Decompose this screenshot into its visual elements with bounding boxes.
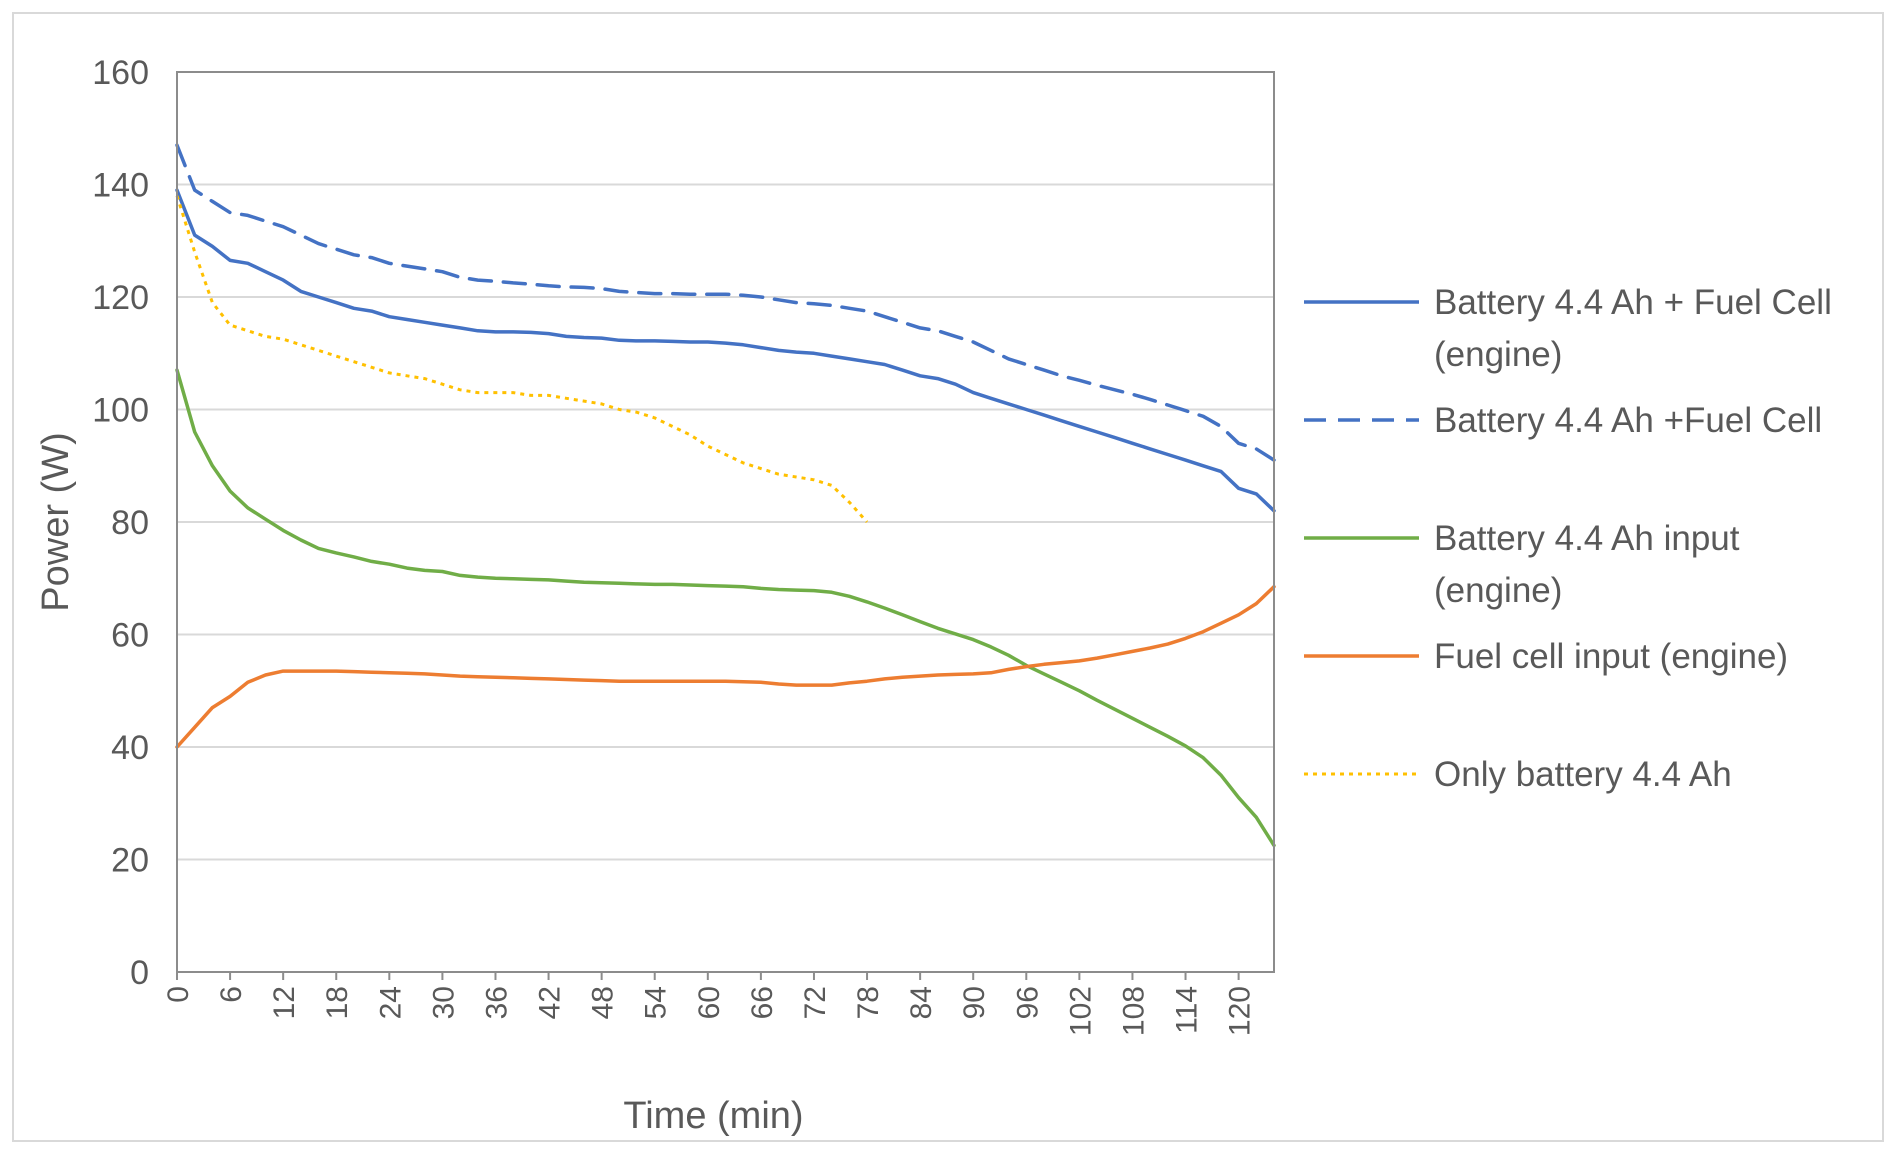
legend-label-5: Only battery 4.4 Ah bbox=[1434, 755, 1732, 794]
series-line-1 bbox=[175, 188, 1276, 513]
y-axis-title: Power (W) bbox=[35, 432, 77, 611]
x-axis-ticks: 0 6 12 18 24 30 36 42 48 54 60 66 72 78 84 90 96 102 108 11… bbox=[162, 972, 1257, 1036]
x-tick-label: 96 bbox=[1011, 986, 1044, 1019]
x-tick-label: 48 bbox=[587, 986, 620, 1019]
series-line-4 bbox=[175, 584, 1276, 749]
x-tick-label: 18 bbox=[321, 986, 354, 1019]
x-tick-label: 114 bbox=[1171, 986, 1204, 1034]
x-tick-label: 42 bbox=[534, 986, 567, 1019]
y-tick-label: 40 bbox=[111, 729, 149, 767]
legend-label-4: Fuel cell input (engine) bbox=[1434, 637, 1788, 676]
x-tick-label: 60 bbox=[693, 986, 726, 1019]
x-tick-label: 24 bbox=[374, 986, 407, 1019]
line-chart: 0 20 40 60 80 100 120 140 160 0 6 12 18 24 30 36 42 48 54… bbox=[35, 54, 1832, 1137]
y-axis-ticks: 0 20 40 60 80 100 120 140 160 bbox=[92, 54, 149, 992]
gridlines bbox=[177, 71, 1274, 973]
x-tick-label: 66 bbox=[746, 986, 779, 1019]
x-tick-label: 30 bbox=[427, 986, 460, 1019]
legend: Battery 4.4 Ah + Fuel Cell (engine) Batter… bbox=[1304, 283, 1832, 794]
y-tick-label: 0 bbox=[130, 954, 149, 992]
y-tick-label: 80 bbox=[111, 504, 149, 542]
x-tick-label: 6 bbox=[215, 986, 248, 1003]
x-tick-label: 36 bbox=[480, 986, 513, 1019]
x-tick-label: 0 bbox=[162, 986, 195, 1003]
plot-area-border bbox=[176, 71, 1275, 973]
x-tick-label: 72 bbox=[799, 986, 832, 1019]
x-tick-label: 90 bbox=[958, 986, 991, 1019]
legend-label-1: (engine) bbox=[1434, 335, 1562, 374]
legend-label-3: Battery 4.4 Ah input bbox=[1434, 519, 1740, 558]
x-tick-label: 12 bbox=[268, 986, 301, 1019]
y-tick-label: 60 bbox=[111, 617, 149, 655]
series-line-5 bbox=[175, 195, 869, 523]
x-tick-label: 54 bbox=[640, 986, 673, 1019]
x-tick-label: 102 bbox=[1064, 986, 1097, 1036]
y-tick-label: 20 bbox=[111, 842, 149, 880]
legend-label-1: Battery 4.4 Ah + Fuel Cell bbox=[1434, 283, 1832, 322]
x-tick-label: 84 bbox=[905, 986, 938, 1019]
y-tick-label: 140 bbox=[92, 167, 149, 205]
legend-label-2: Battery 4.4 Ah +Fuel Cell bbox=[1434, 401, 1822, 440]
y-tick-label: 100 bbox=[92, 392, 149, 430]
series-line-2 bbox=[175, 143, 1276, 462]
y-tick-label: 120 bbox=[92, 279, 149, 317]
legend-label-3: (engine) bbox=[1434, 571, 1562, 610]
y-tick-label: 160 bbox=[92, 54, 149, 92]
series-line-3 bbox=[175, 368, 1276, 848]
x-axis-title: Time (min) bbox=[623, 1095, 803, 1137]
x-tick-label: 108 bbox=[1117, 986, 1150, 1036]
data-series bbox=[175, 143, 1276, 848]
chart-frame: 0 20 40 60 80 100 120 140 160 0 6 12 18 24 30 36 42 48 54… bbox=[12, 12, 1884, 1142]
x-tick-label: 78 bbox=[852, 986, 885, 1019]
x-tick-label: 120 bbox=[1224, 986, 1257, 1036]
